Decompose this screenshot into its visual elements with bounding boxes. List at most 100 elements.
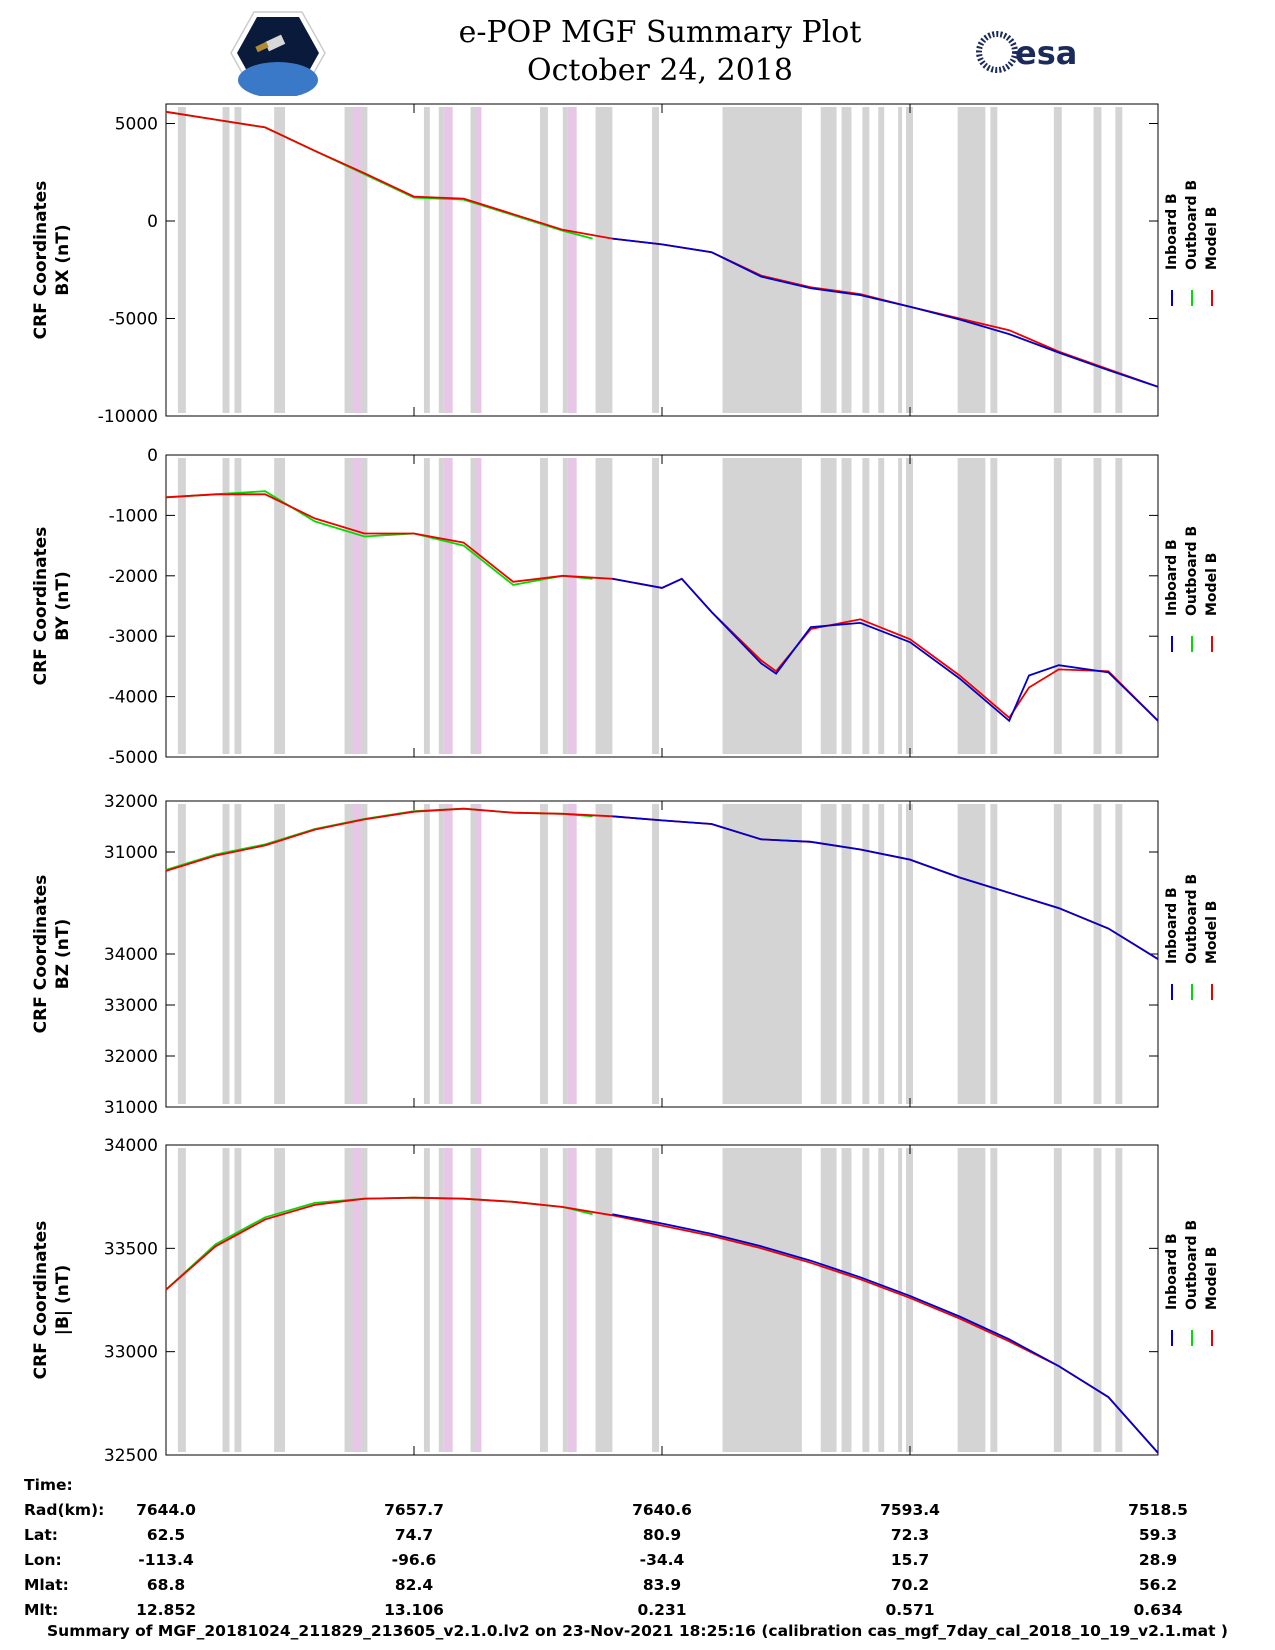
legend-label: Outboard B [1184,526,1200,616]
ephemeris-value: 70.2 [890,1576,930,1594]
panel-1: 5000 0 -5000 -10000 CRF Coordinates BX (nT) In… [31,103,1220,427]
gap-shade [177,804,186,1104]
pink-shade [567,1148,577,1452]
series-line-outboard-b [165,1196,593,1291]
gap-shade [361,458,368,754]
gap-shade [361,804,368,1104]
gap-shade [562,458,568,754]
gap-shade [898,804,903,1104]
y-tick-label: 32000 [104,1047,158,1067]
gap-shade [1115,804,1123,1104]
legend-label: Model B [1204,207,1220,270]
gap-shade [898,458,903,754]
gap-shade [438,458,444,754]
gap-shade [652,458,660,754]
y-tick-label: 34000 [104,1136,158,1156]
ephemeris-value: 74.7 [394,1526,434,1544]
gap-shade [841,1148,852,1452]
gap-shade [470,1148,476,1452]
gap-shade [878,458,885,754]
gap-shade [898,107,903,413]
gap-shade [274,1148,286,1452]
ephemeris-label: Mlat: [24,1576,69,1594]
y-tick-label: 32000 [104,792,158,812]
y-tick-label: 0 [147,212,158,232]
gap-shade [722,804,802,1104]
pink-shade [475,1148,482,1452]
pink-shade [567,804,577,1104]
gap-shade [1053,1148,1062,1452]
y-tick-label: -1000 [109,506,158,526]
gap-shade [990,107,998,413]
y-axis-label-line2: BX (nT) [53,224,73,295]
pink-shade [352,458,362,754]
ephemeris-label: Lon: [24,1551,62,1569]
y-tick-label: 33000 [104,996,158,1016]
gap-shade [539,107,548,413]
gap-shade [820,458,837,754]
y-tick-label: -5000 [109,310,158,330]
gap-shade [990,458,998,754]
gap-shade [957,107,986,413]
gap-shade [361,107,368,413]
ephemeris-value: 56.2 [1138,1576,1178,1594]
gap-shade [841,458,852,754]
esa-logo-text: esa [1015,34,1077,72]
gap-shade [470,458,476,754]
series-line-inboard-b [612,237,1159,388]
y-axis-label-line1: CRF Coordinates [31,527,51,686]
cassiope-mission-logo [230,11,326,96]
gap-shade [344,458,353,754]
legend-label: Inboard B [1164,887,1180,964]
y-axis-label-line1: CRF Coordinates [31,181,51,340]
series-line-model-b [165,807,1159,960]
y-tick-label: -2000 [109,567,158,587]
y-axis-label-line2: BZ (nT) [53,919,73,989]
legend-label: Model B [1204,901,1220,964]
gap-shade [652,804,660,1104]
gap-shade [878,1148,885,1452]
pink-shade [443,107,453,413]
y-tick-label: 31000 [104,843,158,863]
y-tick-label: -3000 [109,627,158,647]
gap-shade [820,1148,837,1452]
esa-logo: esa [975,28,1095,76]
legend-label: Inboard B [1164,539,1180,616]
gap-shade [862,804,870,1104]
gap-shade [957,1148,986,1452]
gap-shade [539,1148,548,1452]
gap-shade [595,107,613,413]
gap-shade [862,1148,870,1452]
panel-3: 32000 31000 34000 33000 32000 31000 CRF Coordi… [31,792,1220,1118]
gap-shade [274,458,286,754]
gap-shade [722,1148,802,1452]
gap-shade [562,107,568,413]
gap-shade [906,458,913,754]
ephemeris-value: -34.4 [639,1551,685,1569]
gap-shade [1053,804,1062,1104]
legend-label: Outboard B [1184,874,1200,964]
y-axis-label-line1: CRF Coordinates [31,1221,51,1380]
y-tick-label: 31000 [104,1098,158,1118]
ephemeris-value: 0.634 [1133,1601,1183,1619]
gap-shade [177,107,186,413]
gap-shade [1115,458,1123,754]
legend-label: Model B [1204,553,1220,616]
gap-shade [222,107,230,413]
pink-shade [443,1148,453,1452]
series-line-model-b [165,493,1159,722]
gap-shade [1053,458,1062,754]
y-tick-label: 32500 [104,1446,158,1465]
series-line-outboard-b [165,490,593,586]
gap-shade [423,804,430,1104]
series-line-model-b [165,1196,1159,1454]
gap-shade [906,107,913,413]
pink-shade [352,107,362,413]
gap-shade [274,107,286,413]
ephemeris-label: Mlt: [24,1601,59,1619]
gap-shade [1093,107,1102,413]
gap-shade [652,1148,660,1452]
pink-shade [475,458,482,754]
gap-shade [652,107,660,413]
